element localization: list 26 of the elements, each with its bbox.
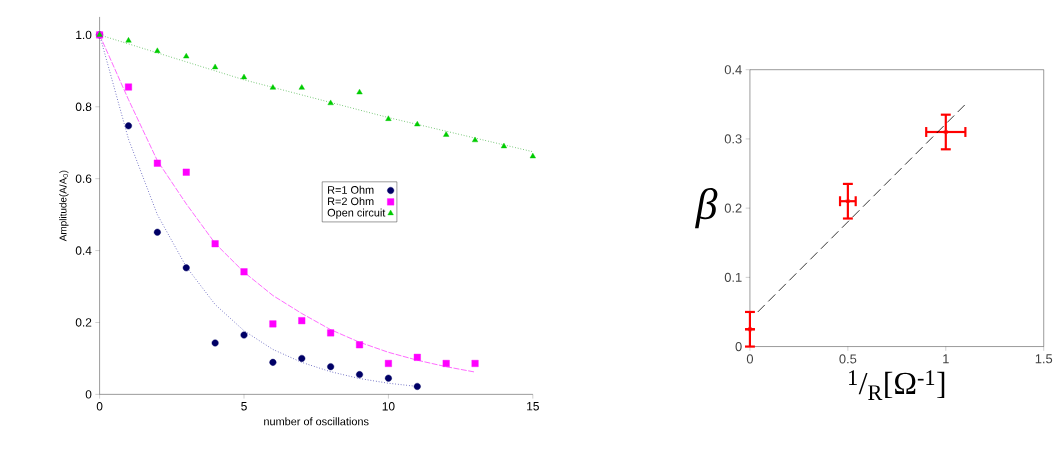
y-tick-label: 0 — [85, 390, 92, 399]
x-tick-label: 10 — [382, 402, 395, 411]
y-axis-title: Amplitude(A/A$_{0}$) — [59, 170, 69, 242]
y-tick-label: 0.4 — [724, 65, 742, 75]
x-tick-label: 0 — [96, 402, 103, 411]
y-tick-label: 0.2 — [75, 318, 92, 327]
y-tick-label: 0.2 — [724, 203, 742, 213]
x-tick-label: 1 — [943, 354, 949, 364]
y-tick-label: 0.8 — [75, 102, 92, 111]
y-tick-label: 0.3 — [724, 134, 742, 144]
x-axis-title: number of oscillations — [264, 417, 369, 426]
x-tick-label: 0.5 — [839, 354, 857, 364]
y-axis-title: β — [695, 188, 718, 229]
legend-label: Open circuit — [327, 208, 386, 219]
x-axis-title: $^{1}$/$_{R}$[Ω$^{-1}$] — [849, 370, 945, 400]
legend-label: R=2 Ohm — [328, 197, 374, 206]
y-tick-label: 1.0 — [76, 30, 92, 40]
x-tick-label: 1.5 — [1035, 354, 1053, 364]
x-tick-label: 15 — [527, 402, 539, 411]
y-tick-label: 0.1 — [724, 272, 742, 282]
x-tick-label: 5 — [241, 402, 247, 411]
legend-label: R=1 Ohm — [328, 185, 374, 194]
x-tick-label: 0 — [746, 354, 754, 364]
y-tick-label: 0.4 — [75, 246, 92, 255]
y-tick-label: 0.6 — [75, 174, 92, 183]
y-tick-label: 0 — [735, 341, 742, 352]
